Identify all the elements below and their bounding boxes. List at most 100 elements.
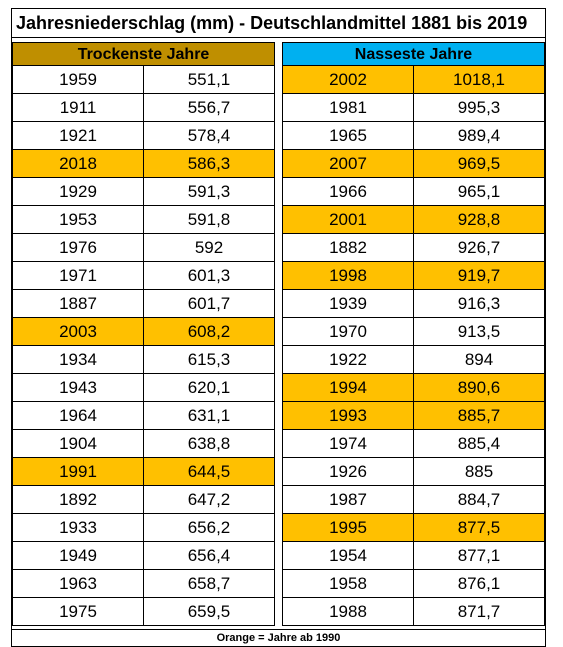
value-cell: 608,2 <box>143 318 274 345</box>
table-row: 2018 586,3 <box>13 150 274 178</box>
year-cell: 2007 <box>329 154 367 173</box>
year-cell: 2002 <box>329 70 367 89</box>
value-cell: 1018,1 <box>413 66 544 93</box>
table-row: 1911 556,7 <box>13 94 274 122</box>
table-row: 1953 591,8 <box>13 206 274 234</box>
precipitation-table: Jahresniederschlag (mm) - Deutschlandmit… <box>11 8 546 647</box>
table-row: 2003 608,2 <box>13 318 274 346</box>
value-cell: 647,2 <box>143 486 274 513</box>
value-cell: 989,4 <box>413 122 544 149</box>
table-row: 1974 885,4 <box>283 430 544 458</box>
year-cell: 1904 <box>59 434 97 453</box>
driest-years-rows: 1959 551,1 1911 556,7 1921 578,4 2018 586,3 1929… <box>12 66 275 626</box>
year-cell: 1971 <box>59 266 97 285</box>
year-cell: 1958 <box>329 574 367 593</box>
value-cell: 885,4 <box>413 430 544 457</box>
year-cell: 1953 <box>59 210 97 229</box>
table-row: 2001 928,8 <box>283 206 544 234</box>
year-cell: 1887 <box>59 294 97 313</box>
year-cell: 1922 <box>329 350 367 369</box>
table-row: 1993 885,7 <box>283 402 544 430</box>
value-cell: 601,7 <box>143 290 274 317</box>
year-cell: 1976 <box>59 238 97 257</box>
table-row: 1922 894 <box>283 346 544 374</box>
table-row: 1970 913,5 <box>283 318 544 346</box>
value-cell: 656,4 <box>143 542 274 569</box>
value-cell: 644,5 <box>143 458 274 485</box>
value-cell: 885,7 <box>413 402 544 429</box>
value-cell: 919,7 <box>413 262 544 289</box>
year-cell: 1963 <box>59 574 97 593</box>
value-cell: 877,5 <box>413 514 544 541</box>
driest-years-header: Trockenste Jahre <box>12 42 275 66</box>
year-cell: 1998 <box>329 266 367 285</box>
table-row: 1988 871,7 <box>283 598 544 626</box>
year-cell: 1965 <box>329 126 367 145</box>
legend-note: Orange = Jahre ab 1990 <box>12 629 545 646</box>
value-cell: 591,3 <box>143 178 274 205</box>
driest-years-panel: Trockenste Jahre 1959 551,1 1911 556,7 1921 5… <box>12 42 275 626</box>
year-cell: 1991 <box>59 462 97 481</box>
table-row: 1963 658,7 <box>13 570 274 598</box>
value-cell: 913,5 <box>413 318 544 345</box>
year-cell: 2001 <box>329 210 367 229</box>
table-row: 1921 578,4 <box>13 122 274 150</box>
table-row: 2002 1018,1 <box>283 66 544 94</box>
year-cell: 1970 <box>329 322 367 341</box>
panels: Trockenste Jahre 1959 551,1 1911 556,7 1921 5… <box>12 38 545 626</box>
year-cell: 1892 <box>59 490 97 509</box>
table-row: 1892 647,2 <box>13 486 274 514</box>
year-cell: 1939 <box>329 294 367 313</box>
value-cell: 871,7 <box>413 598 544 625</box>
table-row: 1991 644,5 <box>13 458 274 486</box>
table-row: 1987 884,7 <box>283 486 544 514</box>
value-cell: 876,1 <box>413 570 544 597</box>
year-cell: 1987 <box>329 490 367 509</box>
table-row: 1959 551,1 <box>13 66 274 94</box>
wettest-years-panel: Nasseste Jahre 2002 1018,1 1981 995,3 1965 98… <box>282 42 545 626</box>
year-cell: 1959 <box>59 70 97 89</box>
year-cell: 1926 <box>329 462 367 481</box>
table-row: 1994 890,6 <box>283 374 544 402</box>
value-cell: 592 <box>143 234 274 261</box>
value-cell: 578,4 <box>143 122 274 149</box>
value-cell: 894 <box>413 346 544 373</box>
value-cell: 620,1 <box>143 374 274 401</box>
year-cell: 1882 <box>329 238 367 257</box>
table-row: 1964 631,1 <box>13 402 274 430</box>
year-cell: 1934 <box>59 350 97 369</box>
year-cell: 1981 <box>329 98 367 117</box>
year-cell: 1933 <box>59 518 97 537</box>
year-cell: 1949 <box>59 546 97 565</box>
table-row: 1998 919,7 <box>283 262 544 290</box>
year-cell: 2003 <box>59 322 97 341</box>
value-cell: 877,1 <box>413 542 544 569</box>
value-cell: 884,7 <box>413 486 544 513</box>
value-cell: 969,5 <box>413 150 544 177</box>
table-row: 1926 885 <box>283 458 544 486</box>
year-cell: 1964 <box>59 406 97 425</box>
year-cell: 1994 <box>329 378 367 397</box>
value-cell: 890,6 <box>413 374 544 401</box>
value-cell: 551,1 <box>143 66 274 93</box>
year-cell: 1993 <box>329 406 367 425</box>
value-cell: 556,7 <box>143 94 274 121</box>
value-cell: 601,3 <box>143 262 274 289</box>
table-row: 1971 601,3 <box>13 262 274 290</box>
wettest-years-header: Nasseste Jahre <box>282 42 545 66</box>
value-cell: 615,3 <box>143 346 274 373</box>
table-row: 1934 615,3 <box>13 346 274 374</box>
value-cell: 926,7 <box>413 234 544 261</box>
value-cell: 586,3 <box>143 150 274 177</box>
wettest-years-rows: 2002 1018,1 1981 995,3 1965 989,4 2007 969,5 196… <box>282 66 545 626</box>
table-row: 1976 592 <box>13 234 274 262</box>
year-cell: 1929 <box>59 182 97 201</box>
year-cell: 1966 <box>329 182 367 201</box>
value-cell: 658,7 <box>143 570 274 597</box>
table-row: 1954 877,1 <box>283 542 544 570</box>
value-cell: 965,1 <box>413 178 544 205</box>
value-cell: 995,3 <box>413 94 544 121</box>
table-row: 1904 638,8 <box>13 430 274 458</box>
table-row: 1975 659,5 <box>13 598 274 626</box>
year-cell: 1988 <box>329 602 367 621</box>
